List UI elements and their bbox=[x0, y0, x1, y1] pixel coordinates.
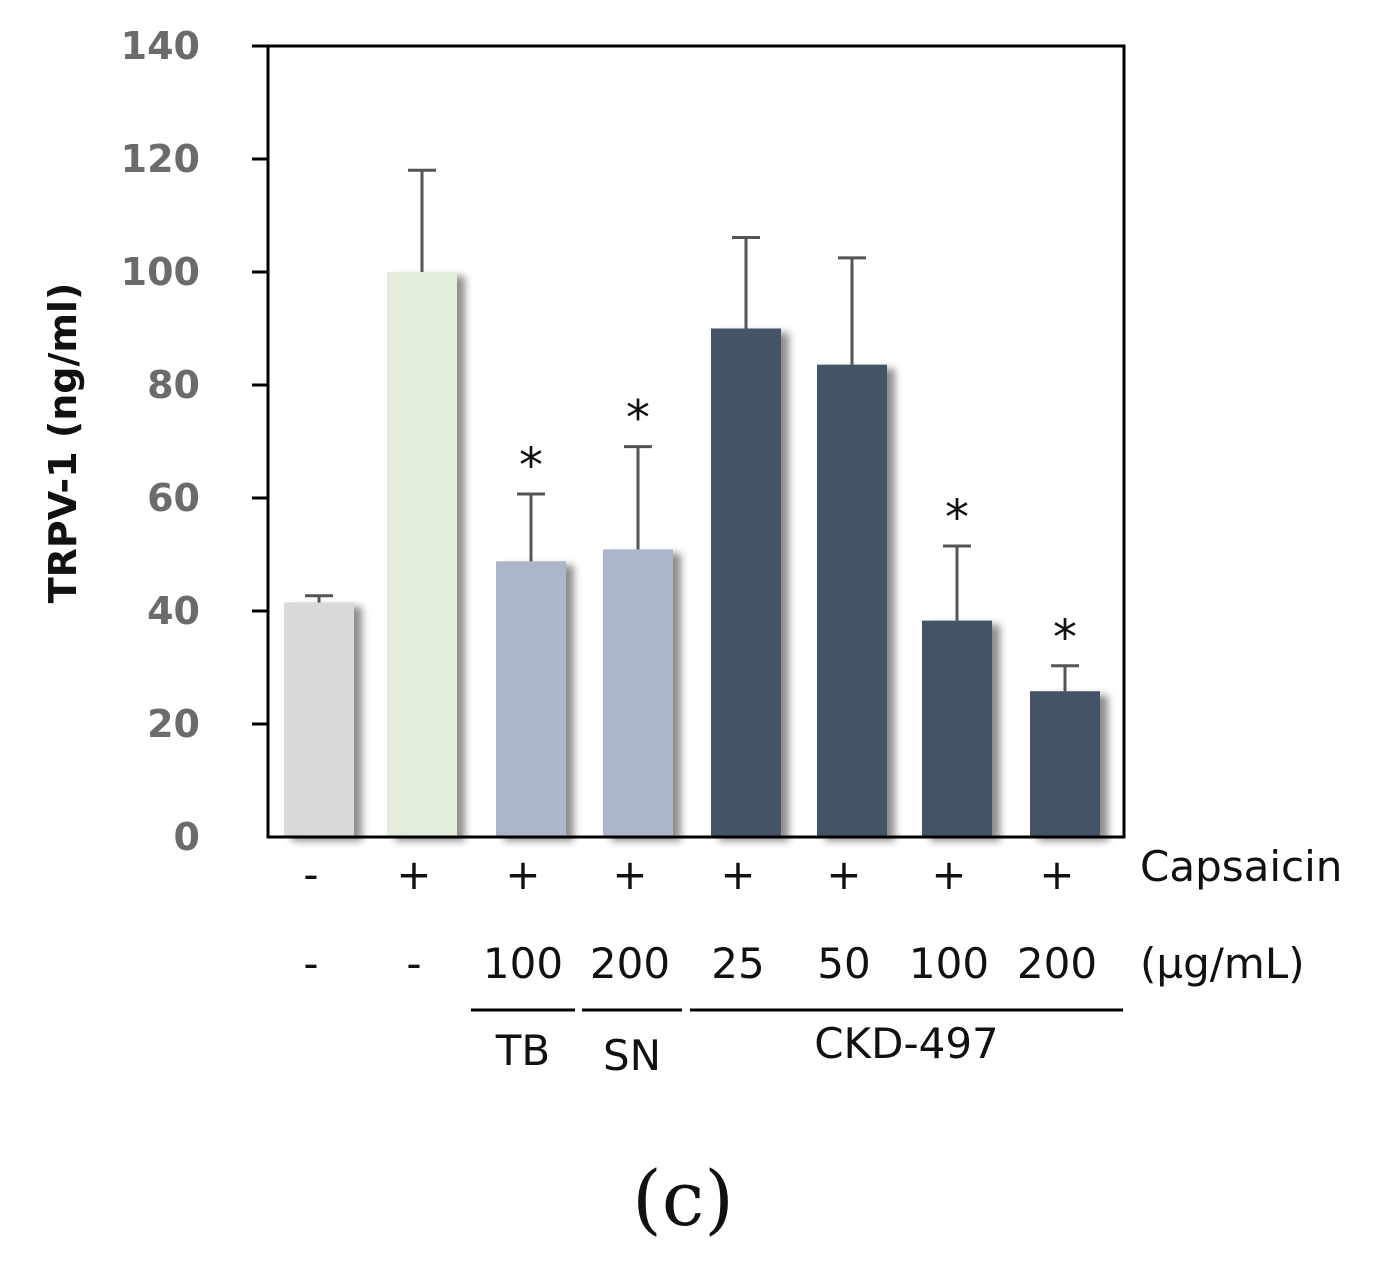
error-bars bbox=[305, 168, 1079, 692]
group-label: CKD-497 bbox=[814, 1019, 999, 1068]
dose-value: - bbox=[406, 939, 421, 988]
group-brackets: TB SN CKD-497 bbox=[471, 1008, 1123, 1080]
capsaicin-sign: + bbox=[396, 850, 431, 899]
bar bbox=[1030, 691, 1100, 837]
y-tick-label: 0 bbox=[174, 815, 200, 859]
significance-star: * bbox=[1053, 610, 1077, 666]
y-tick-label: 140 bbox=[121, 24, 200, 68]
y-tick-label: 80 bbox=[147, 363, 200, 407]
bars bbox=[284, 272, 1100, 837]
dose-value: 50 bbox=[817, 939, 870, 988]
y-axis-ticks: 0 20 40 60 80 100 120 140 bbox=[121, 24, 268, 859]
bar bbox=[496, 561, 566, 837]
panel-label: (c) bbox=[632, 1154, 734, 1243]
plot-frame bbox=[266, 44, 1126, 839]
group-label: TB bbox=[495, 1026, 550, 1075]
bar bbox=[922, 620, 992, 837]
dose-unit-label: (µg/mL) bbox=[1140, 939, 1305, 988]
capsaicin-label: Capsaicin bbox=[1140, 842, 1342, 891]
bar bbox=[603, 549, 673, 837]
capsaicin-row: - + + + + + + + bbox=[303, 850, 1074, 899]
bar bbox=[387, 272, 457, 837]
dose-value: 200 bbox=[590, 939, 670, 988]
capsaicin-sign: - bbox=[303, 850, 318, 899]
dose-value: 100 bbox=[909, 939, 989, 988]
dose-value: - bbox=[303, 939, 318, 988]
group-label: SN bbox=[603, 1031, 661, 1080]
y-tick-label: 60 bbox=[147, 476, 200, 520]
dose-value: 100 bbox=[483, 939, 563, 988]
y-tick-label: 120 bbox=[121, 137, 200, 181]
significance-star: * bbox=[519, 438, 543, 494]
dose-value: 200 bbox=[1017, 939, 1097, 988]
capsaicin-sign: + bbox=[612, 850, 647, 899]
dose-value: 25 bbox=[711, 939, 764, 988]
y-axis-label: TRPV-1 (ng/ml) bbox=[41, 283, 85, 604]
bar bbox=[284, 602, 354, 837]
capsaicin-sign: + bbox=[1039, 850, 1074, 899]
capsaicin-sign: + bbox=[720, 850, 755, 899]
bar bbox=[817, 364, 887, 837]
dose-row: - - 100 200 25 50 100 200 bbox=[303, 939, 1097, 988]
y-tick-label: 40 bbox=[147, 589, 200, 633]
bar bbox=[711, 328, 781, 837]
capsaicin-sign: + bbox=[826, 850, 861, 899]
y-tick-label: 100 bbox=[121, 250, 200, 294]
significance-markers: * * * * bbox=[519, 391, 1077, 666]
significance-star: * bbox=[626, 391, 650, 447]
capsaicin-sign: + bbox=[931, 850, 966, 899]
significance-star: * bbox=[945, 490, 969, 546]
capsaicin-sign: + bbox=[505, 850, 540, 899]
y-tick-label: 20 bbox=[147, 702, 200, 746]
